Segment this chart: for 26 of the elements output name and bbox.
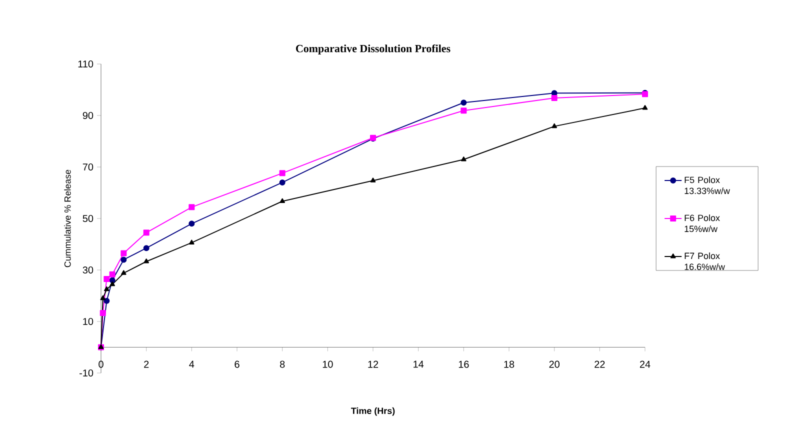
x-tick-label: 0 [98, 360, 104, 368]
y-tick-label: -10 [80, 369, 94, 377]
y-axis-title: Cummulative % Release [64, 170, 71, 268]
y-tick-label: 10 [83, 318, 94, 326]
chart-title: Comparative Dissolution Profiles [296, 44, 450, 54]
x-tick-label: 20 [549, 360, 560, 368]
x-tick-label: 6 [234, 360, 240, 368]
legend-label: F5 Polox 13.33%w/w [684, 176, 730, 194]
x-axis-title: Time (Hrs) [351, 407, 395, 416]
x-tick-label: 16 [458, 360, 469, 368]
y-tick-label: 30 [82, 266, 94, 274]
y-tick-label: 110 [78, 60, 94, 68]
x-tick-label: 12 [368, 360, 378, 368]
x-tick-label: 24 [640, 360, 650, 368]
x-tick-label: 14 [414, 360, 424, 368]
x-tick-label: 4 [189, 360, 194, 368]
x-tick-label: 8 [280, 360, 285, 368]
x-tick-label: 2 [144, 360, 149, 368]
legend-label: F7 Polox 16.6%w/w [684, 252, 725, 270]
y-tick-label: 90 [82, 112, 94, 120]
y-tick-label: 70 [82, 163, 94, 171]
x-tick-label: 18 [504, 360, 514, 368]
x-tick-label: 22 [594, 360, 605, 368]
x-tick-label: 10 [322, 360, 333, 368]
y-tick-label: 50 [82, 214, 94, 222]
legend-label: F6 Polox 15%w/w [684, 214, 720, 232]
